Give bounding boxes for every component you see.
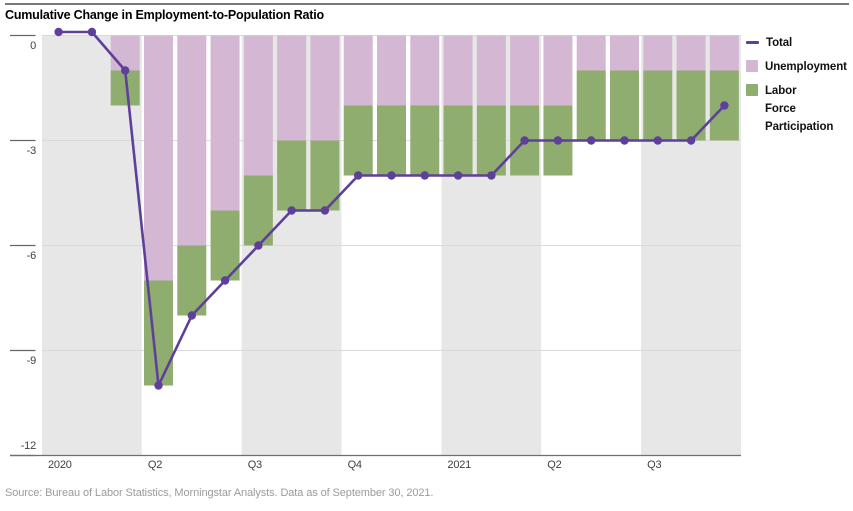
total-point [287,206,296,215]
unemployment-bar [310,35,340,141]
labor-force-bar [343,105,373,176]
labor-force-bar [443,105,473,176]
legend-item-total: Total [746,34,852,52]
legend-label: Unemployment [765,61,847,73]
unemployment-bar [110,35,140,71]
unemployment-bar [343,35,373,106]
total-point [387,171,396,180]
labor-force-bar [576,70,606,141]
legend-item-unemployment: Unemployment [746,58,852,76]
unemployment-bar [643,35,673,71]
labor-force-bar [643,70,673,141]
x-tick-label: Q3 [247,459,262,471]
unemployment-bar [709,35,739,71]
unemployment-bar [377,35,406,106]
unemployment-bar [543,35,573,106]
total-point [587,136,596,145]
x-tick-label: Q4 [347,459,362,471]
total-point [653,136,662,145]
total-point [553,136,563,145]
unemployment-bar [476,35,506,106]
unemployment-bar [177,35,207,246]
total-point [453,171,463,180]
top-rule [5,3,849,5]
total-point [121,66,130,75]
labor-force-bar [410,105,440,176]
legend-item-labor: Labor Force Participation [746,82,852,136]
total-point [87,27,97,37]
unemployment-bar [410,35,440,106]
plot-svg [10,27,741,457]
total-point [487,171,496,180]
unemployment-bar [510,35,540,106]
total-point [254,241,263,250]
legend-label: Total [766,37,793,49]
total-point [354,171,363,180]
x-tick-label: Q2 [147,459,163,471]
line-marker-icon [746,41,759,44]
labor-force-bar [277,140,307,211]
legend-label: Labor Force Participation [765,85,834,133]
chart-title: Cumulative Change in Employment-to-Popul… [5,8,324,22]
x-tick-label: 2021 [447,459,472,471]
swatch-icon [746,84,758,96]
unemployment-bar [676,35,706,71]
labor-force-bar [610,70,639,141]
labor-force-bar [377,105,406,176]
total-point [54,27,63,37]
total-point [420,171,429,180]
x-tick-label: Q3 [647,459,662,471]
source-note: Source: Bureau of Labor Statistics, Morn… [5,487,434,499]
total-point [187,311,196,320]
unemployment-bar [144,35,173,281]
unemployment-bar [210,35,240,211]
total-point [320,206,330,215]
total-point [720,101,729,110]
total-point [154,381,163,390]
total-point [520,136,529,145]
legend: Total Unemployment Labor Force Participati… [746,34,852,142]
unemployment-bar [610,35,639,71]
unemployment-bar [443,35,473,106]
swatch-icon [746,60,758,72]
unemployment-bar [243,35,273,176]
x-tick-label: 2020 [48,459,72,471]
unemployment-bar [576,35,606,71]
unemployment-bar [277,35,307,141]
total-point [686,136,696,145]
x-tick-label: Q2 [547,459,562,471]
total-point [620,136,629,145]
total-point [220,276,230,285]
